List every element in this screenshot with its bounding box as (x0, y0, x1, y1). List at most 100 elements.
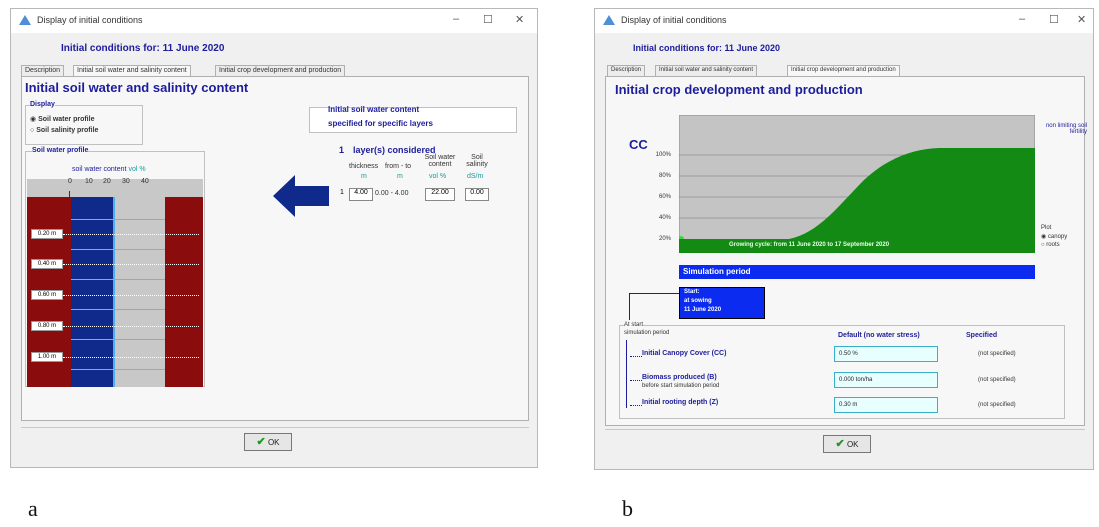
col-from-to: from - to (385, 163, 412, 170)
radio-plot-roots[interactable]: ○ roots (1041, 242, 1060, 248)
col-default: Default (no water stress) (838, 332, 920, 339)
col-soil-salinity: Soil salinity (466, 154, 488, 168)
close-button[interactable]: ✕ (1077, 14, 1087, 26)
start-line-1: Start: (684, 289, 700, 295)
depth-label: 0.40 m (31, 259, 63, 269)
simulation-period-bar: Simulation period (679, 265, 1035, 279)
tab-description[interactable]: Description (607, 65, 646, 76)
tab-crop-development[interactable]: Initial crop development and production (787, 65, 900, 76)
tab-soil-water[interactable]: Initial soil water and salinity content (73, 65, 191, 76)
water-bar (71, 197, 115, 387)
y-tick-60: 60% (658, 194, 671, 200)
depth-dotted-line (63, 357, 199, 358)
dialog-b-title: Display of initial conditions (621, 15, 727, 25)
ok-label: OK (846, 440, 859, 449)
arrow-left-icon (273, 175, 329, 217)
y-tick-80: 80% (658, 173, 671, 179)
scale-tick-30: 30 (122, 178, 130, 185)
param-rooting-depth-label: Initial rooting depth (Z) (642, 399, 719, 406)
ok-button[interactable]: ✔ OK (823, 435, 871, 453)
button-bar (21, 427, 529, 458)
maximize-button[interactable]: ☐ (1049, 14, 1059, 26)
ok-button[interactable]: ✔ OK (244, 433, 292, 451)
radio-soil-salinity[interactable]: ○ Soil salinity profile (30, 127, 99, 134)
simulation-period-label: Simulation period (683, 267, 751, 276)
canopy-cover-default-value: 0.50 % (834, 346, 938, 362)
y-tick-20: 20% (658, 236, 671, 242)
page-heading: Initial crop development and production (615, 82, 863, 97)
caption-b: b (622, 496, 633, 521)
tab-strip: Description Initial soil water and salin… (607, 65, 1087, 77)
ok-label: OK (267, 438, 280, 447)
button-bar (605, 429, 1085, 460)
radio-plot-canopy[interactable]: ◉ canopy (1041, 234, 1068, 240)
param-biomass-sub: before start simulation period (642, 383, 720, 389)
unit-vol: vol % (429, 173, 447, 180)
start-box: Start: at sowing 11 June 2020 (679, 287, 765, 319)
close-button[interactable]: ✕ (515, 14, 525, 26)
profile-line (71, 339, 165, 340)
scale-ticks (69, 191, 155, 197)
radio-empty-icon: ○ (1041, 242, 1045, 248)
start-line-3: 11 June 2020 (684, 307, 722, 313)
radio-selected-icon: ◉ (1041, 234, 1047, 240)
display-label: Display (30, 101, 55, 108)
depth-label: 0.60 m (31, 290, 63, 300)
minimize-button[interactable]: – (1019, 13, 1026, 25)
tab-crop-development[interactable]: Initial crop development and production (215, 65, 346, 76)
row-number: 1 (340, 189, 344, 196)
tab-description[interactable]: Description (21, 65, 65, 76)
unit-m: m (397, 173, 403, 180)
from-to-value: 0.00 - 4.00 (375, 190, 409, 197)
depth-dotted-line (63, 264, 199, 265)
start-line-2: at sowing (684, 298, 712, 304)
maximize-button[interactable]: ☐ (483, 14, 493, 26)
radio-soil-water[interactable]: ◉ Soil water profile (30, 116, 95, 123)
profile-line (71, 219, 165, 220)
water-content-input[interactable]: 22.00 (425, 188, 455, 201)
rooting-depth-default-value: 0.30 m (834, 397, 938, 413)
depth-dotted-line (63, 295, 199, 296)
depth-label: 0.20 m (31, 229, 63, 239)
specified-line-2: specified for specific layers (328, 119, 433, 128)
profile-line (71, 249, 165, 250)
param-canopy-cover-label: Initial Canopy Cover (CC) (642, 350, 727, 357)
profile-line (71, 279, 165, 280)
salinity-input[interactable]: 0.00 (465, 188, 489, 201)
layers-count: 1 (339, 145, 345, 155)
scale-tick-10: 10 (85, 178, 93, 185)
dialog-a-title: Display of initial conditions (37, 15, 143, 25)
depth-label: 0.80 m (31, 321, 63, 331)
canopy-chart (679, 115, 1035, 241)
app-icon (19, 15, 31, 25)
date-title: Initial conditions for: 11 June 2020 (633, 43, 781, 53)
unit-ds: dS/m (467, 173, 484, 180)
radio-empty-icon: ○ (30, 127, 35, 134)
param-dotted-line (630, 356, 642, 357)
rooting-depth-specified[interactable]: (not specified) (978, 402, 1016, 408)
cc-label: CC (629, 137, 648, 152)
param-connector (626, 340, 635, 408)
soil-water-content-label: soil water content vol % (72, 166, 146, 173)
initial-params-panel: At start simulation period Default (no w… (619, 322, 1065, 419)
col-soil-water: Soil water content (424, 154, 456, 168)
dialog-a-titlebar: Display of initial conditions – ☐ ✕ (11, 9, 537, 33)
checkmark-icon: ✔ (256, 436, 266, 448)
checkmark-icon: ✔ (835, 438, 845, 450)
app-icon (603, 15, 615, 25)
layers-label: layer(s) considered (353, 145, 436, 155)
y-tick-40: 40% (658, 215, 671, 221)
depth-label: 1.00 m (31, 352, 63, 362)
soil-water-profile-label: Soil water profile (32, 147, 89, 154)
biomass-specified[interactable]: (not specified) (978, 377, 1016, 383)
empty-bar (115, 197, 165, 387)
depth-dotted-line (63, 326, 199, 327)
scale-tick-0: 0 (68, 178, 72, 185)
tab-soil-water[interactable]: Initial soil water and salinity content (655, 65, 758, 76)
minimize-button[interactable]: – (453, 13, 460, 25)
col-specified: Specified (966, 332, 998, 339)
dialog-b-window: Display of initial conditions – ☐ ✕ Init… (594, 8, 1094, 470)
thickness-input[interactable]: 4.00 (349, 188, 373, 201)
dialog-a-window: Display of initial conditions – ☐ ✕ Init… (10, 8, 538, 468)
canopy-cover-specified[interactable]: (not specified) (978, 351, 1016, 357)
